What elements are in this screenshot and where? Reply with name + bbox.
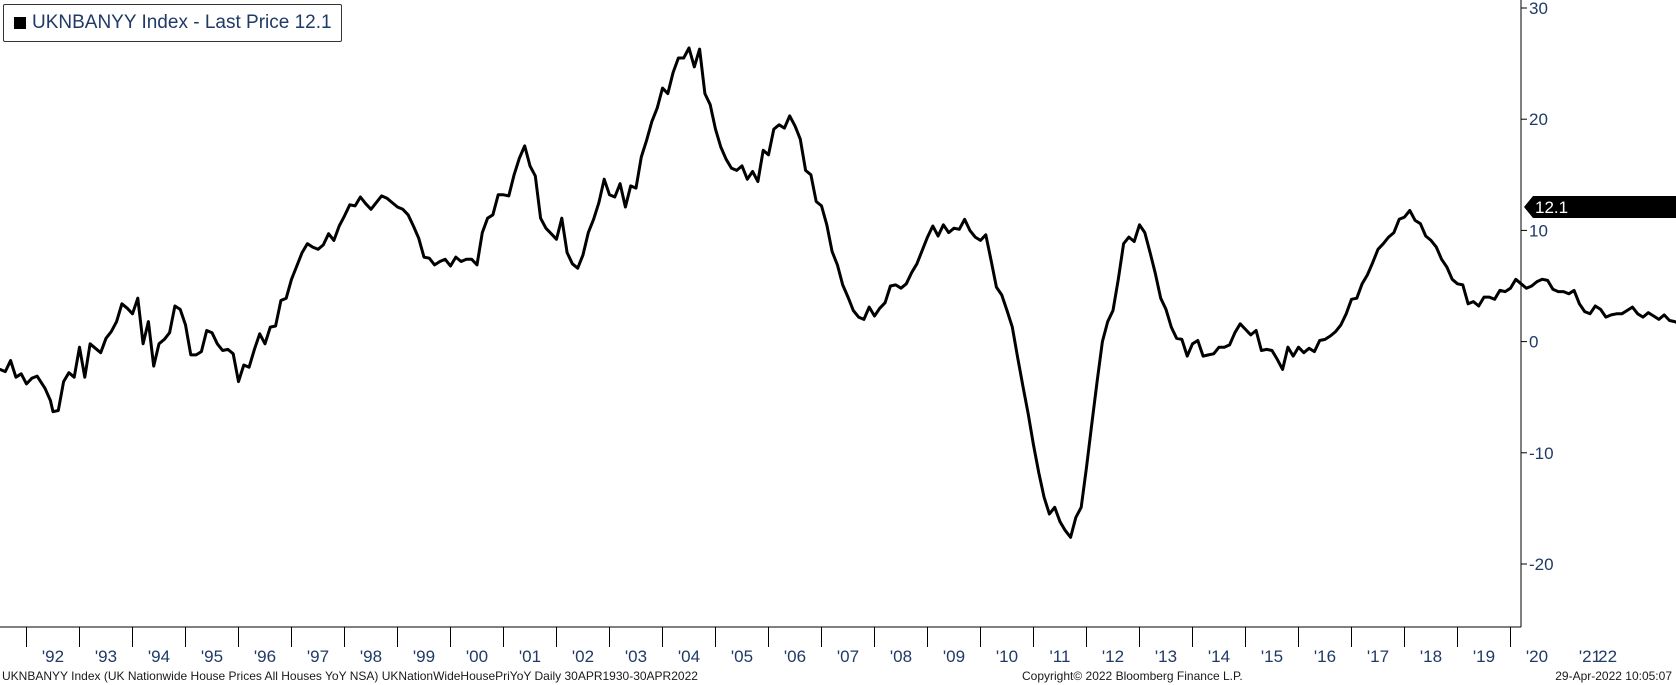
legend-label: UKNBANYY Index - Last Price 12.1 xyxy=(32,12,332,33)
x-tick-label: '16 xyxy=(1314,647,1336,666)
x-tick-label: '18 xyxy=(1420,647,1442,666)
footer-description: UKNBANYY Index (UK Nationwide House Pric… xyxy=(2,669,698,683)
series-line xyxy=(0,46,1676,539)
y-tick-label: -10 xyxy=(1529,444,1554,463)
last-value-marker: 12.1 xyxy=(1524,196,1676,219)
x-tick-label: '93 xyxy=(95,647,117,666)
x-tick-label: '94 xyxy=(148,647,170,666)
last-value-tag-label: 12.1 xyxy=(1535,198,1568,217)
x-tick-label: '22 xyxy=(1595,647,1617,666)
y-tick-label: 20 xyxy=(1529,110,1548,129)
x-tick-label: '13 xyxy=(1155,647,1177,666)
x-tick-label: '00 xyxy=(466,647,488,666)
y-tick-label: 0 xyxy=(1529,333,1538,352)
x-tick-label: '92 xyxy=(42,647,64,666)
x-tick-label: '98 xyxy=(360,647,382,666)
x-tick-label: '20 xyxy=(1526,647,1548,666)
x-tick-label: '03 xyxy=(625,647,647,666)
x-tick-label: '12 xyxy=(1102,647,1124,666)
y-tick-label: 30 xyxy=(1529,0,1548,18)
last-value-tag-shape xyxy=(1524,196,1676,219)
x-tick-label: '04 xyxy=(678,647,700,666)
x-tick-label: '17 xyxy=(1367,647,1389,666)
x-tick-label: '06 xyxy=(784,647,806,666)
x-tick-label: '14 xyxy=(1208,647,1230,666)
x-tick-label: '01 xyxy=(519,647,541,666)
legend: UKNBANYY Index - Last Price 12.1 xyxy=(3,4,342,42)
x-tick-label: '15 xyxy=(1261,647,1283,666)
footer-timestamp: 29-Apr-2022 10:05:07 xyxy=(1555,669,1672,683)
x-axis: '92 '93 '94 '95 '96 '97 '98 '99 '00 '01 '02 '03 '04 '… xyxy=(0,626,1617,666)
y-tick-label: 10 xyxy=(1529,221,1548,240)
legend-swatch xyxy=(14,17,26,29)
plot-layer xyxy=(0,46,1676,539)
y-axis: 30 20 10 0 -10 -20 xyxy=(1520,0,1554,627)
x-tick-label: '07 xyxy=(837,647,859,666)
x-tick-label: '09 xyxy=(943,647,965,666)
x-tick-label: '02 xyxy=(572,647,594,666)
x-tick-label: '11 xyxy=(1050,647,1071,666)
x-tick-label: '95 xyxy=(201,647,223,666)
x-tick-label: '99 xyxy=(413,647,435,666)
x-tick-label: '96 xyxy=(254,647,276,666)
x-tick-label: '21 xyxy=(1579,647,1601,666)
x-tick-label: '05 xyxy=(731,647,753,666)
x-tick-label: '10 xyxy=(996,647,1018,666)
x-tick-label: '08 xyxy=(890,647,912,666)
x-tick-label: '97 xyxy=(307,647,329,666)
y-tick-label: -20 xyxy=(1529,555,1554,574)
x-tick-label: '19 xyxy=(1473,647,1495,666)
footer-copyright: Copyright© 2022 Bloomberg Finance L.P. xyxy=(1022,669,1243,683)
